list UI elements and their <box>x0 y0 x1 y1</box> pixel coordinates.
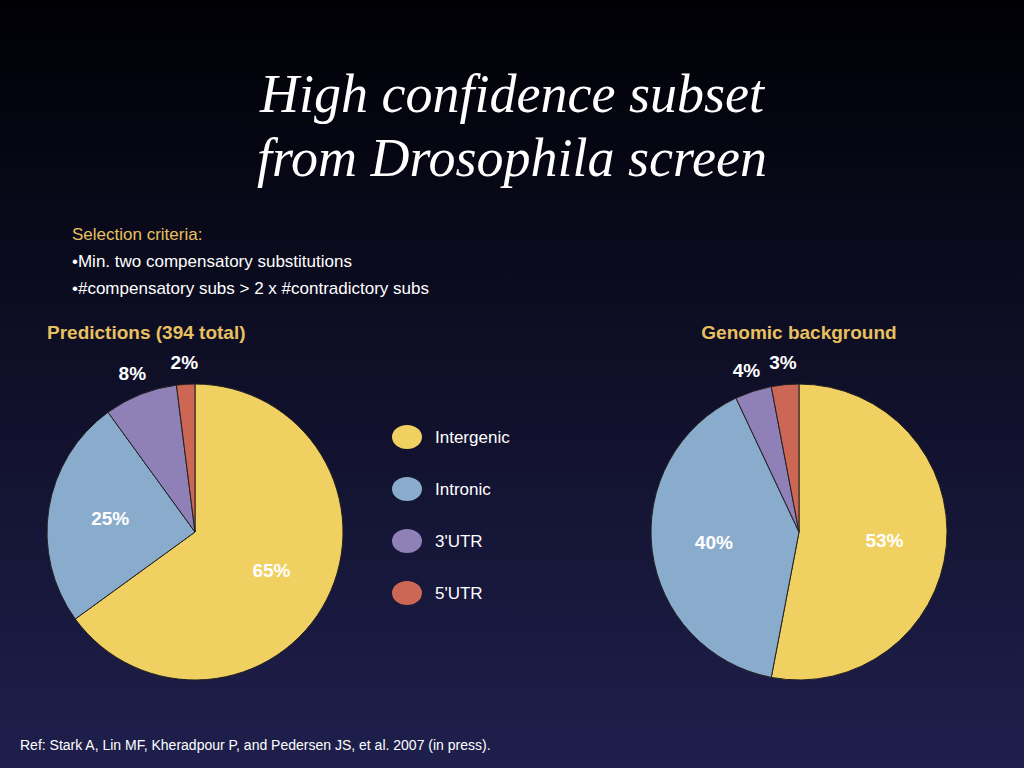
reference: Ref: Stark A, Lin MF, Kheradpour P, and … <box>20 737 491 753</box>
legend-marker <box>392 581 422 605</box>
legend-label: 5'UTR <box>435 584 483 603</box>
pie-slice <box>176 384 195 532</box>
pie-slice <box>771 384 799 532</box>
data-label: 65% <box>252 560 290 581</box>
legend-label: Intronic <box>435 480 491 499</box>
legend-label: Intergenic <box>435 428 510 447</box>
criteria-bullet: •#compensatory subs > 2 x #contradictory… <box>72 279 429 298</box>
title-line: High confidence subset <box>259 64 766 124</box>
background <box>0 0 1024 768</box>
pie-chart: 65% 25% 8% 2% <box>47 352 343 680</box>
pie-chart: 53% 40% 4% 3% <box>651 352 947 680</box>
data-label: 3% <box>769 352 797 373</box>
pie-title: Genomic background <box>701 322 896 343</box>
data-label: 53% <box>865 530 903 551</box>
title: High confidence subsetfrom Drosophila sc… <box>257 64 767 188</box>
legend-marker <box>392 477 422 501</box>
legend-marker <box>392 425 422 449</box>
title-line: from Drosophila screen <box>257 128 767 188</box>
data-label: 2% <box>171 352 199 373</box>
criteria-bullet: •Min. two compensatory substitutions <box>72 252 352 271</box>
data-label: 4% <box>733 360 761 381</box>
criteria-title: Selection criteria: <box>72 225 202 244</box>
legend-label: 3'UTR <box>435 532 483 551</box>
chart-canvas: High confidence subsetfrom Drosophila sc… <box>0 0 1024 768</box>
data-label: 25% <box>91 508 129 529</box>
data-label: 40% <box>695 532 733 553</box>
pie-title: Predictions (394 total) <box>47 322 246 343</box>
data-label: 8% <box>119 363 147 384</box>
legend-marker <box>392 529 422 553</box>
legend: Intergenic Intronic 3'UTR 5'UTR <box>392 425 510 605</box>
